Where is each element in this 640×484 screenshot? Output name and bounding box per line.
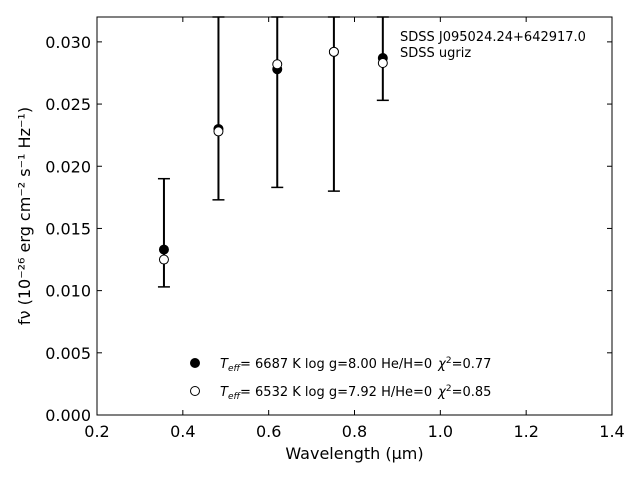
x-tick-label: 1.0	[428, 422, 453, 441]
x-tick-label: 0.6	[256, 422, 281, 441]
y-tick-label: 0.005	[45, 344, 91, 363]
data-markers	[158, 46, 388, 265]
y-tick-label: 0.025	[45, 95, 91, 114]
legend-marker-open	[190, 386, 200, 396]
x-tick-label: 1.4	[599, 422, 624, 441]
point-open	[272, 59, 283, 70]
y-tick-label: 0.010	[45, 282, 91, 301]
y-tick-label: 0.020	[45, 157, 91, 176]
legend-label-2: Teff= 6532 K log g=7.92 H/He=0 χ2=0.85	[220, 384, 491, 402]
x-tick-label: 1.2	[513, 422, 538, 441]
annotation-object-name: SDSS J095024.24+642917.0	[400, 30, 586, 45]
x-tick-label: 0.8	[342, 422, 367, 441]
x-tick-label: 0.4	[170, 422, 195, 441]
legend: Teff= 6687 K log g=8.00 He/H=0 χ2=0.77 Te…	[190, 356, 491, 402]
annotation-photometry: SDSS ugriz	[400, 46, 471, 61]
y-axis-title: fν (10⁻²⁶ erg cm⁻² s⁻¹ Hz⁻¹)	[15, 107, 34, 325]
point-open	[328, 46, 339, 57]
x-tick-label: 0.2	[84, 422, 109, 441]
legend-label-1: Teff= 6687 K log g=8.00 He/H=0 χ2=0.77	[220, 356, 491, 374]
point-open	[377, 58, 388, 69]
y-tick-label: 0.015	[45, 219, 91, 238]
legend-marker-filled	[190, 358, 200, 368]
point-filled	[158, 244, 169, 255]
y-tick-label: 0.000	[45, 406, 91, 425]
axis-ticks: 0.2 0.4 0.6 0.8 1.0 1.2 1.4 0.000 0.005 0.010 0.01…	[45, 17, 625, 441]
x-axis-title: Wavelength (μm)	[285, 444, 423, 463]
point-open	[213, 126, 224, 137]
plot-frame	[96, 16, 613, 416]
y-tick-label: 0.030	[45, 33, 91, 52]
point-open	[158, 254, 169, 265]
